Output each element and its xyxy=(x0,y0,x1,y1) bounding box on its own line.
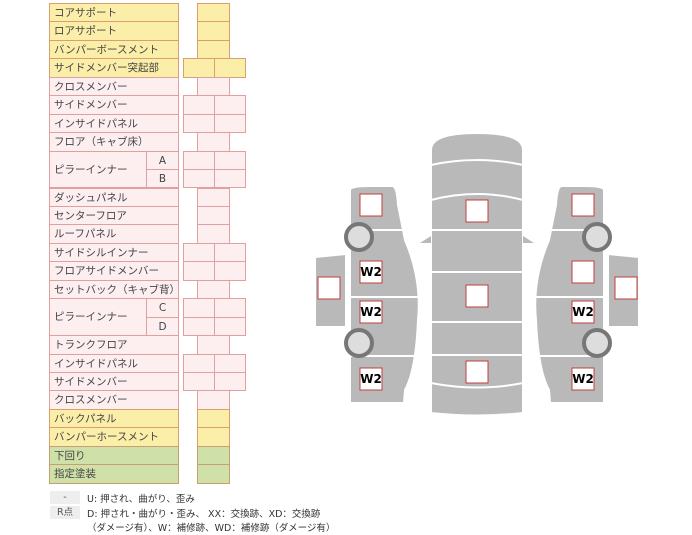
wheel-icon xyxy=(344,222,374,252)
row-label: サイドシルインナー xyxy=(49,242,179,263)
row-label: バックパネル xyxy=(49,408,179,429)
sub-label: C xyxy=(146,298,179,318)
marker-trunk[interactable] xyxy=(465,360,489,384)
marker-right-door-panel[interactable] xyxy=(614,276,638,300)
wheel-icon xyxy=(344,328,374,358)
row-label: バンパーホースメント xyxy=(49,427,179,447)
marker-label: W2 xyxy=(572,372,594,386)
row-label: クロスメンバー xyxy=(49,76,179,97)
row-label: バンパーボースメント xyxy=(49,39,179,60)
row-label: フロアサイドメンバー xyxy=(49,261,179,281)
marker-left-rear[interactable] xyxy=(359,367,383,391)
wheels xyxy=(344,222,612,358)
row-label: サイドメンバー突起部 xyxy=(49,58,179,78)
legend-line-3: （ダメージ有）、W：補修跡、WD：補修跡（ダメージ有） xyxy=(87,523,336,534)
check-cell-right[interactable] xyxy=(214,113,246,134)
row-label: ピラーインナー xyxy=(49,298,147,337)
wheel-icon xyxy=(582,222,612,252)
car-body-top xyxy=(430,131,524,417)
row-label: 指定塗装 xyxy=(49,464,179,484)
row-label: ピラーインナー xyxy=(49,150,147,189)
marker-roof[interactable] xyxy=(465,284,489,308)
marker-right-rear-door[interactable] xyxy=(571,300,595,324)
marker-right-rear[interactable] xyxy=(571,367,595,391)
row-label: サイドメンバー xyxy=(49,95,179,115)
check-cell-right[interactable] xyxy=(214,261,246,281)
marker-label: W2 xyxy=(360,265,382,279)
row-label: クロスメンバー xyxy=(49,390,179,410)
row-label: フロア（キャブ床） xyxy=(49,132,179,152)
row-label: インサイドパネル xyxy=(49,113,179,134)
check-cell-right[interactable] xyxy=(214,372,246,392)
check-cell-right[interactable] xyxy=(214,316,246,337)
legend-line-1: U: 押され、曲がり、歪み xyxy=(87,494,195,505)
wheel-icon xyxy=(582,328,612,358)
marker-label: W2 xyxy=(360,372,382,386)
marker-right-front[interactable] xyxy=(571,193,595,217)
check-cell[interactable] xyxy=(197,464,230,484)
marker-label: W2 xyxy=(572,305,594,319)
marker-left-front[interactable] xyxy=(359,193,383,217)
marker-left-rear-door[interactable] xyxy=(359,300,383,324)
marker-right-front-door[interactable] xyxy=(571,260,595,284)
legend-key-dash: - xyxy=(50,491,80,504)
check-cell-right[interactable] xyxy=(214,58,246,78)
marker-hood[interactable] xyxy=(465,199,489,223)
marker-left-front-door[interactable] xyxy=(359,260,383,284)
legend-line-2: D: 押され・曲がり・歪み、 XX：交換跡、XD：交換跡 xyxy=(87,509,321,520)
check-cell-right[interactable] xyxy=(214,169,246,189)
marker-label: W2 xyxy=(360,305,382,319)
marker-left-door-panel[interactable] xyxy=(317,276,341,300)
legend-key-r: R点 xyxy=(50,506,80,519)
row-label: センターフロア xyxy=(49,205,179,226)
